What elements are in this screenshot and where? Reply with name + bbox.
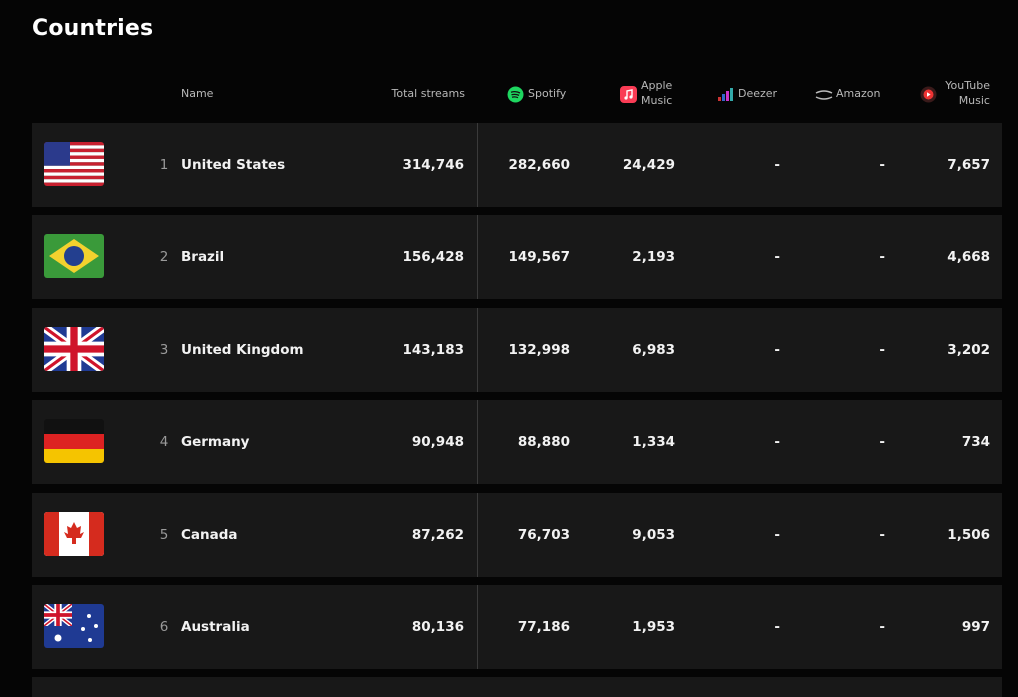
column-header: Spotify [528, 87, 567, 100]
column-icon [815, 86, 833, 105]
rank: 2 [159, 249, 169, 266]
stream-count: - [774, 341, 780, 358]
stream-count: - [774, 434, 780, 451]
table-row: 5 Canada 87,262 76,703 9,053 - - 1,506 [32, 492, 1002, 577]
stream-count: 149,567 [508, 249, 571, 266]
country-flag [44, 604, 104, 652]
column-header: Amazon [836, 87, 881, 100]
rank: 5 [159, 526, 169, 543]
country-name: Germany [181, 434, 250, 451]
stream-count: - [879, 619, 885, 635]
country-flag [44, 419, 104, 467]
stream-count: 6,983 [632, 341, 675, 358]
stream-count: 90,948 [411, 434, 464, 451]
stream-count: - [879, 434, 885, 451]
column-icon [920, 86, 937, 107]
country-name: Brazil [181, 249, 225, 266]
column-divider [477, 585, 478, 669]
stream-count: 76,703 [517, 526, 570, 543]
table-row: 1 United States 314,746 282,660 24,429 - - 7,65… [32, 123, 1002, 207]
table-row: 2 Brazil 156,428 149,567 2,193 - - 4,668 [32, 215, 1002, 300]
column-icon [718, 86, 735, 105]
stream-count: 1,506 [947, 526, 990, 543]
stream-count: 132,998 [508, 341, 571, 358]
stream-count: - [879, 249, 885, 266]
stream-count: 9,053 [632, 526, 675, 543]
rank: 1 [159, 157, 169, 173]
country-flag [44, 511, 104, 560]
column-divider [477, 123, 478, 207]
stream-count: 734 [961, 434, 990, 451]
table-row: 4 Germany 90,948 88,880 1,334 - - 734 [32, 400, 1002, 485]
stream-count: 314,746 [402, 157, 465, 173]
stream-count: 156,428 [402, 249, 465, 266]
stream-count: 1,334 [632, 434, 675, 451]
stream-count: 24,429 [622, 157, 675, 173]
column-header: Name [181, 87, 214, 100]
rank: 4 [159, 434, 169, 451]
stream-count: 143,183 [402, 341, 465, 358]
column-divider [477, 307, 478, 392]
rank: 3 [159, 341, 169, 358]
stream-count: - [774, 526, 780, 543]
column-icon [507, 86, 524, 107]
stream-count: 4,668 [947, 249, 990, 266]
row-partial [32, 677, 1002, 697]
stream-count: 88,880 [517, 434, 570, 451]
stream-count: 1,953 [632, 619, 675, 635]
stream-count: 282,660 [508, 157, 571, 173]
table-row: 6 Australia 80,136 77,186 1,953 - - 997 [32, 585, 1002, 669]
stream-count: - [774, 249, 780, 266]
page-title: Countries [32, 16, 154, 41]
stream-count: - [774, 157, 780, 173]
stream-count: 7,657 [947, 157, 990, 173]
stream-count: - [879, 341, 885, 358]
column-divider [477, 400, 478, 485]
country-flag [44, 234, 104, 282]
column-header: YouTube Music [945, 79, 990, 107]
column-header: Total streams [391, 87, 465, 100]
column-icon [620, 86, 637, 107]
country-name: United Kingdom [181, 341, 304, 358]
stream-count: 87,262 [411, 526, 464, 543]
stream-count: - [774, 619, 780, 635]
country-flag [41, 323, 107, 375]
country-name: Canada [181, 526, 238, 543]
column-divider [477, 215, 478, 300]
rank: 6 [159, 619, 169, 635]
stream-count: - [879, 157, 885, 173]
stream-count: 2,193 [632, 249, 675, 266]
country-name: United States [181, 157, 286, 173]
stream-count: 997 [961, 619, 990, 635]
table-row: 3 United Kingdom 143,183 132,998 6,983 - - 3,20… [32, 307, 1002, 392]
stream-count: - [879, 526, 885, 543]
stream-count: 80,136 [411, 619, 464, 635]
column-header: Apple Music [641, 79, 673, 107]
column-divider [477, 492, 478, 577]
country-name: Australia [181, 619, 250, 635]
country-flag [44, 142, 104, 190]
stream-count: 77,186 [517, 619, 570, 635]
column-header: Deezer [738, 87, 778, 100]
stream-count: 3,202 [947, 341, 990, 358]
